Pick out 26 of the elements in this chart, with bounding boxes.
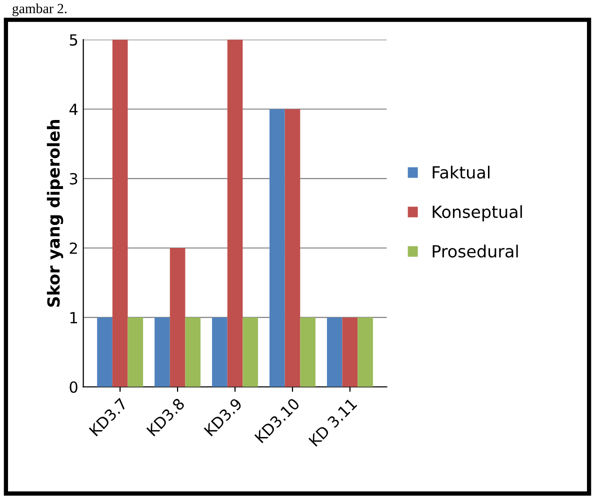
bar [284, 109, 300, 387]
bar [342, 317, 358, 387]
bar [154, 317, 170, 387]
bar [227, 40, 243, 387]
y-tick-label: 4 [69, 104, 78, 115]
legend-label: Prosedural [432, 244, 518, 258]
bar [358, 317, 373, 387]
bar [300, 317, 316, 387]
y-tick-label: 3 [70, 173, 78, 185]
y-axis-title: Skor yang diperoleh [46, 120, 64, 307]
bar [185, 317, 201, 387]
y-tick-label: 0 [70, 381, 78, 393]
bar [326, 317, 342, 387]
bar [170, 248, 186, 387]
legend-label: Faktual [432, 166, 490, 179]
bar [112, 40, 128, 387]
bar [242, 317, 258, 387]
y-tick-label: 1 [70, 312, 78, 324]
bar [128, 317, 144, 387]
text: gambar 2. [12, 3, 67, 16]
y-tick-label: 5 [70, 34, 78, 46]
bar [212, 317, 228, 387]
bar [270, 109, 285, 387]
legend-label: Konseptual [432, 205, 522, 222]
bar [97, 317, 112, 387]
y-tick-label: 2 [70, 242, 77, 254]
